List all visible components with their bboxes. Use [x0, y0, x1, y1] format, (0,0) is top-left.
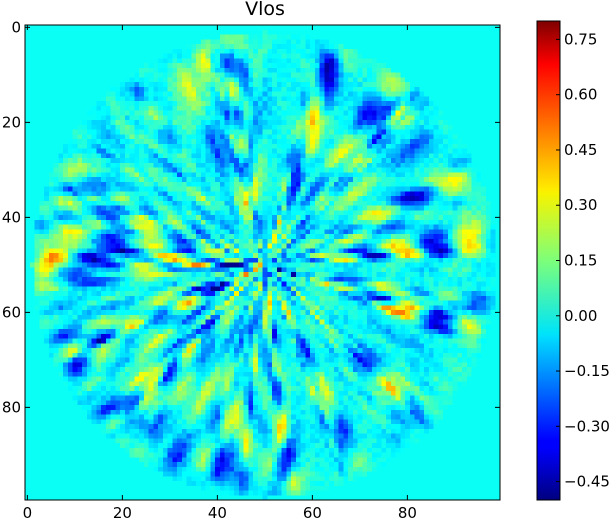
- y-tick-label: 40: [2, 208, 21, 226]
- x-tick-label: 0: [23, 504, 33, 519]
- colorbar-ticks: 0.75 0.60 0.45 0.30 0.15 0.00 −0.15 −0.30 −0.45: [556, 30, 610, 491]
- colorbar-tick-label: 0.75: [564, 30, 597, 48]
- colorbar-tick-label: −0.30: [564, 417, 610, 435]
- colorbar-tick-label: −0.45: [564, 473, 610, 491]
- colorbar-tick-label: −0.15: [564, 362, 610, 380]
- x-axis: 0 20 40 60 80: [23, 25, 417, 519]
- x-tick-label: 20: [113, 504, 132, 519]
- y-tick-label: 20: [2, 113, 21, 131]
- colorbar-tick-label: 0.30: [564, 196, 597, 214]
- y-tick-label: 60: [2, 303, 21, 321]
- plot-frame: [24, 24, 501, 501]
- colorbar: 0.75 0.60 0.45 0.30 0.15 0.00 −0.15 −0.30 −0.45: [536, 20, 610, 501]
- chart-title: Vlos: [245, 0, 285, 20]
- x-tick-label: 60: [303, 504, 322, 519]
- y-axis: 0 20 40 60 80: [2, 18, 500, 416]
- colorbar-tick-label: 0.00: [564, 307, 597, 325]
- x-tick-label: 40: [208, 504, 227, 519]
- y-tick-label: 80: [2, 398, 21, 416]
- heatmap-cells: [25, 25, 500, 500]
- x-tick-label: 80: [398, 504, 417, 519]
- colorbar-tick-label: 0.15: [564, 252, 597, 270]
- colorbar-tick-label: 0.45: [564, 141, 597, 159]
- y-tick-label: 0: [11, 18, 21, 36]
- colorbar-tick-label: 0.60: [564, 86, 597, 104]
- heatmap-image: [25, 25, 500, 500]
